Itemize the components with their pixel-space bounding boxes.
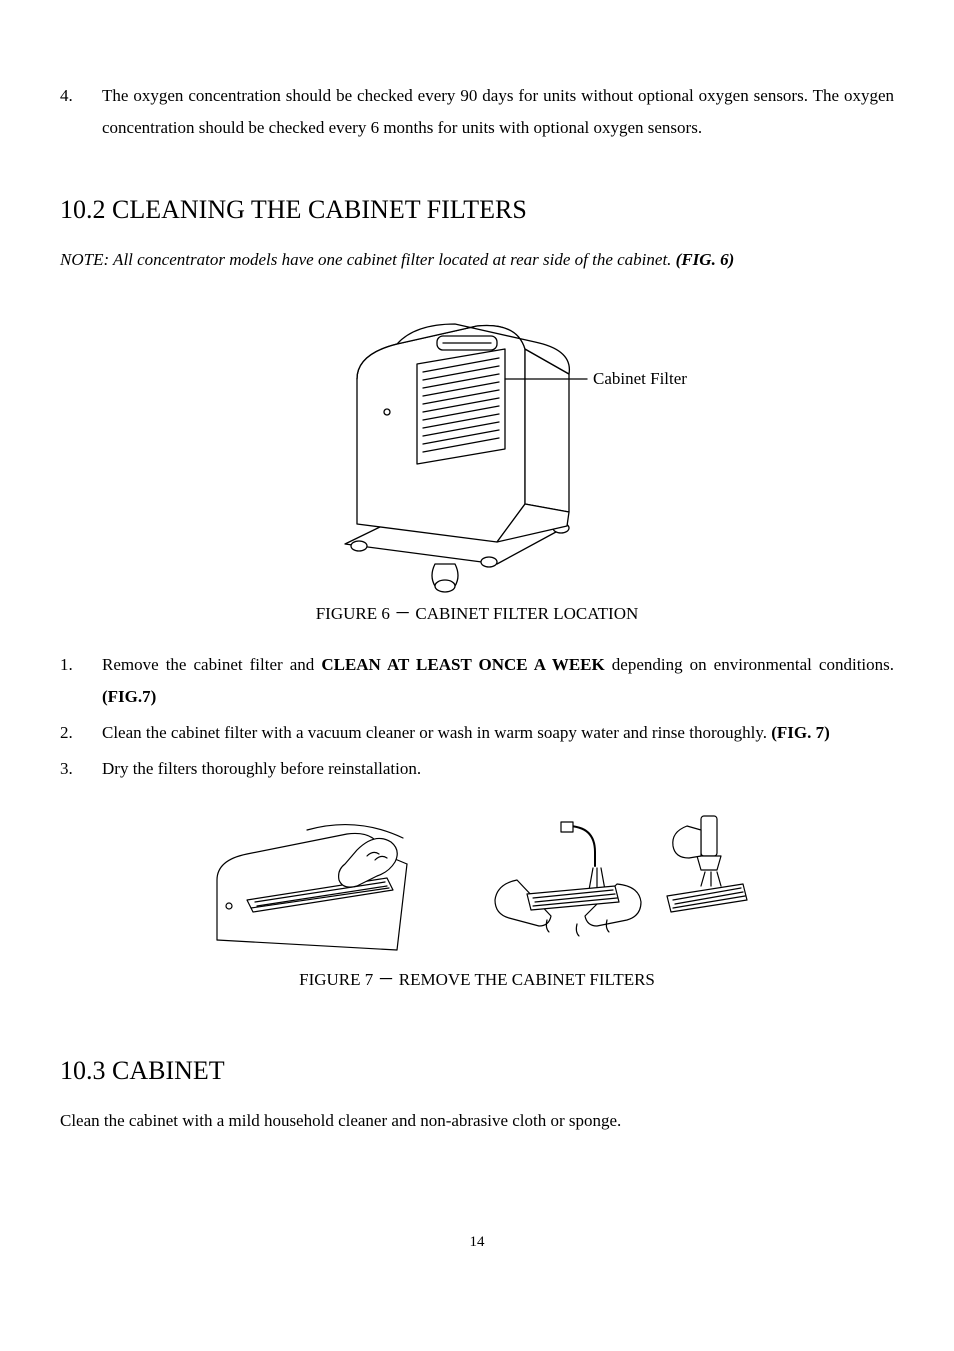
figure-6: Cabinet Filter FIGURE 6 － CABINET FILTER… xyxy=(60,294,894,630)
list-item-number: 2. xyxy=(60,717,102,749)
list-item-text: The oxygen concentration should be check… xyxy=(102,80,894,145)
top-ordered-list: 4. The oxygen concentration should be ch… xyxy=(60,80,894,145)
figure-6-caption-prefix: FIGURE 6 xyxy=(316,604,394,623)
figure-6-caption-suffix: CABINET FILTER LOCATION xyxy=(411,604,638,623)
figure-7-caption-suffix: REMOVE THE CABINET FILTERS xyxy=(395,970,655,989)
step-text-pre: Clean the cabinet filter with a vacuum c… xyxy=(102,723,771,742)
list-item-number: 4. xyxy=(60,80,102,145)
figure-7-caption-prefix: FIGURE 7 xyxy=(299,970,377,989)
figure-6-callout: Cabinet Filter xyxy=(593,369,687,388)
list-item-number: 1. xyxy=(60,649,102,714)
page-number: 14 xyxy=(60,1228,894,1257)
section-10-3-heading: 10.3 CABINET xyxy=(60,1046,894,1095)
step-fig-ref: (FIG. 7) xyxy=(771,723,830,742)
step-text-bold: CLEAN AT LEAST ONCE A WEEK xyxy=(321,655,604,674)
step-fig-ref: (FIG.7) xyxy=(102,687,156,706)
section-10-2-heading: 10.2 CLEANING THE CABINET FILTERS xyxy=(60,185,894,234)
list-item: 1. Remove the cabinet filter and CLEAN A… xyxy=(60,649,894,714)
list-item: 3. Dry the filters thoroughly before rei… xyxy=(60,753,894,785)
list-item: 4. The oxygen concentration should be ch… xyxy=(60,80,894,145)
note-fig-ref: (FIG. 6) xyxy=(676,250,735,269)
figure-6-drawing: Cabinet Filter xyxy=(267,294,687,594)
note-text: NOTE: All concentrator models have one c… xyxy=(60,250,676,269)
list-item-number: 3. xyxy=(60,753,102,785)
list-item-text: Dry the filters thoroughly before reinst… xyxy=(102,753,894,785)
figure-7-caption: FIGURE 7 － REMOVE THE CABINET FILTERS xyxy=(60,964,894,996)
figure-6-caption: FIGURE 6 － CABINET FILTER LOCATION xyxy=(60,598,894,630)
list-item: 2. Clean the cabinet filter with a vacuu… xyxy=(60,717,894,749)
figure-6-caption-dash: － xyxy=(394,604,411,623)
section-10-3-body: Clean the cabinet with a mild household … xyxy=(60,1105,894,1137)
step-text-pre: Dry the filters thoroughly before reinst… xyxy=(102,759,421,778)
figure-7-drawing xyxy=(197,810,757,960)
figure-7-caption-dash: － xyxy=(378,970,395,989)
section-10-2-note: NOTE: All concentrator models have one c… xyxy=(60,244,894,276)
step-text-mid: depending on environmental conditions. xyxy=(605,655,894,674)
section-10-2-steps: 1. Remove the cabinet filter and CLEAN A… xyxy=(60,649,894,786)
figure-7: FIGURE 7 － REMOVE THE CABINET FILTERS xyxy=(60,810,894,996)
list-item-text: Clean the cabinet filter with a vacuum c… xyxy=(102,717,894,749)
list-item-text: Remove the cabinet filter and CLEAN AT L… xyxy=(102,649,894,714)
step-text-pre: Remove the cabinet filter and xyxy=(102,655,321,674)
